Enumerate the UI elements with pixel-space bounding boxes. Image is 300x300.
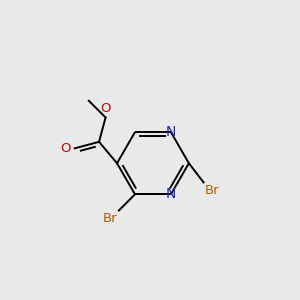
Text: O: O — [100, 102, 111, 116]
Text: N: N — [166, 125, 176, 139]
Text: Br: Br — [205, 184, 220, 197]
Text: N: N — [166, 188, 176, 201]
Text: Br: Br — [103, 212, 117, 225]
Text: O: O — [61, 142, 71, 155]
